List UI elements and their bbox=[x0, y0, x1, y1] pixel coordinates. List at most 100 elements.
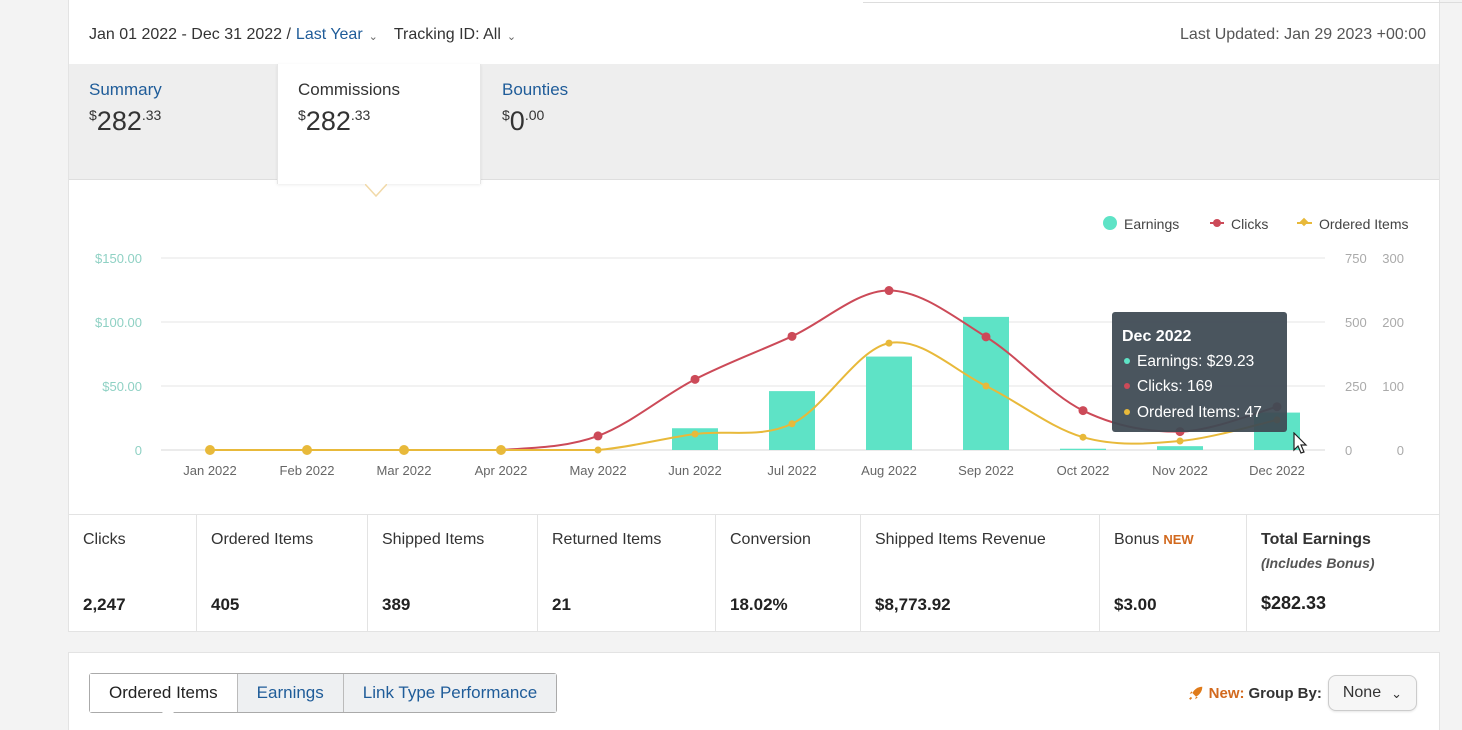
tab-ordered-items[interactable]: Ordered Items bbox=[90, 674, 238, 719]
y-right-clicks-tick-label: 0 bbox=[1345, 443, 1352, 458]
stat-clicks: Clicks 2,247 bbox=[69, 515, 197, 632]
x-tick-label: Sep 2022 bbox=[958, 463, 1014, 478]
stat-value: $282.33 bbox=[1261, 593, 1327, 613]
tooltip-box bbox=[1112, 312, 1287, 432]
stat-returned-items: Returned Items 21 bbox=[538, 515, 716, 632]
tab-commissions[interactable]: Commissions $282.33 bbox=[277, 64, 481, 184]
x-tick-label: Jun 2022 bbox=[668, 463, 722, 478]
stat-label: Shipped Items bbox=[382, 531, 485, 548]
x-tick-label: Mar 2022 bbox=[377, 463, 432, 478]
tab-link-type-performance[interactable]: Link Type Performance bbox=[343, 674, 557, 712]
y-right-items-tick-label: 300 bbox=[1382, 251, 1404, 266]
x-tick-label: Oct 2022 bbox=[1057, 463, 1110, 478]
x-tick-label: Jul 2022 bbox=[767, 463, 816, 478]
rocket-icon bbox=[1188, 686, 1202, 700]
legend-items-label: Ordered Items bbox=[1319, 216, 1408, 232]
ordered-items-point bbox=[691, 430, 699, 438]
legend-items-marker bbox=[1299, 217, 1309, 227]
new-label: New: bbox=[1208, 684, 1245, 702]
chevron-down-icon: ⌄ bbox=[506, 31, 517, 43]
stat-value: 405 bbox=[211, 595, 240, 614]
legend-earnings-label: Earnings bbox=[1124, 216, 1179, 232]
legend-clicks-label: Clicks bbox=[1231, 216, 1268, 232]
tab-commissions-amount: $282.33 bbox=[298, 106, 371, 136]
stat-shipped-items: Shipped Items 389 bbox=[368, 515, 538, 632]
period-dropdown[interactable]: Last Year ⌄ bbox=[296, 26, 378, 44]
tab-commissions-label: Commissions bbox=[298, 80, 401, 99]
stat-value: 21 bbox=[552, 595, 571, 614]
clicks-point bbox=[981, 332, 991, 342]
x-tick-label: Aug 2022 bbox=[861, 463, 917, 478]
group-by-control: New: Group By: None ⌄ bbox=[1187, 675, 1417, 711]
group-by-label: Group By: bbox=[1248, 684, 1322, 702]
group-by-select[interactable]: None ⌄ bbox=[1327, 675, 1417, 711]
earnings-bar bbox=[1060, 448, 1106, 450]
stat-label: Ordered Items bbox=[211, 531, 314, 548]
mouse-cursor-icon bbox=[1293, 432, 1308, 454]
y-left-tick-label: $150.00 bbox=[95, 251, 142, 266]
tab-earnings[interactable]: Earnings bbox=[237, 674, 344, 712]
y-right-items-tick-label: 0 bbox=[1397, 443, 1404, 458]
ordered-items-point bbox=[594, 446, 602, 454]
ordered-items-point bbox=[885, 339, 893, 347]
ordered-items-point bbox=[982, 382, 990, 390]
y-right-clicks-tick-label: 250 bbox=[1345, 379, 1367, 394]
tooltip-earnings-dot bbox=[1124, 358, 1130, 364]
clicks-point bbox=[787, 331, 797, 341]
ordered-items-point bbox=[496, 445, 506, 455]
chart-legend: Earnings Clicks Ordered Items bbox=[1103, 216, 1408, 232]
date-range-text: Jan 01 2022 - Dec 31 2022 / bbox=[89, 26, 291, 43]
y-right-clicks-tick-label: 750 bbox=[1345, 251, 1367, 266]
x-tick-label: Feb 2022 bbox=[280, 463, 335, 478]
y-left-tick-label: $50.00 bbox=[102, 379, 142, 394]
y-left-tick-label: 0 bbox=[135, 443, 142, 458]
y-right-items-tick-label: 100 bbox=[1382, 379, 1404, 394]
clicks-point bbox=[1078, 406, 1088, 416]
stat-bonus: Bonus NEW $3.00 bbox=[1100, 515, 1247, 632]
tooltip-items-dot bbox=[1124, 409, 1130, 415]
stat-value: 18.02% bbox=[730, 595, 788, 614]
stat-shipped-items-revenue: Shipped Items Revenue $8,773.92 bbox=[861, 515, 1100, 632]
stat-label: Returned Items bbox=[552, 531, 662, 548]
active-segment-caret-icon bbox=[162, 712, 174, 719]
tooltip-clicks-dot bbox=[1124, 383, 1130, 389]
group-by-value: None bbox=[1342, 684, 1382, 701]
legend-earnings-marker bbox=[1103, 216, 1117, 230]
ordered-items-point bbox=[1079, 433, 1087, 441]
stat-total-earnings: Total Earnings (Includes Bonus) $282.33 bbox=[1247, 515, 1439, 632]
tooltip-earnings: Earnings: $29.23 bbox=[1137, 353, 1254, 370]
ordered-items-point bbox=[1176, 437, 1184, 445]
stat-label: Total Earnings bbox=[1261, 531, 1371, 548]
chevron-down-icon: ⌄ bbox=[368, 31, 378, 43]
stat-value: 2,247 bbox=[83, 595, 126, 614]
clicks-point bbox=[690, 374, 700, 384]
ordered-items-point bbox=[205, 445, 215, 455]
tab-summary-label: Summary bbox=[89, 80, 162, 99]
legend-clicks-marker bbox=[1213, 219, 1221, 227]
tab-bounties-label: Bounties bbox=[502, 80, 569, 99]
stat-value: $8,773.92 bbox=[875, 595, 951, 614]
ordered-items-point bbox=[302, 445, 312, 455]
tracking-id-dropdown[interactable]: Tracking ID: All ⌄ bbox=[394, 26, 516, 44]
stat-sublabel: (Includes Bonus) bbox=[1261, 555, 1375, 571]
reports-panel: Ordered Items Earnings Link Type Perform… bbox=[68, 652, 1440, 730]
tab-summary[interactable]: Summary $282.33 bbox=[69, 64, 277, 180]
stat-value: $3.00 bbox=[1114, 595, 1157, 614]
active-tab-caret-icon bbox=[365, 184, 387, 198]
stat-value: 389 bbox=[382, 595, 411, 614]
y-left-tick-label: $100.00 bbox=[95, 315, 142, 330]
stats-row: Clicks 2,247 Ordered Items 405 Shipped Items… bbox=[69, 514, 1439, 632]
stat-label: Bonus NEW bbox=[1114, 531, 1194, 548]
stat-label: Clicks bbox=[83, 531, 126, 548]
report-filters: Jan 01 2022 - Dec 31 2022 / Last Year ⌄ T… bbox=[89, 26, 516, 44]
tooltip-ordered-items: Ordered Items: 47 bbox=[1137, 404, 1262, 421]
new-badge: NEW bbox=[1163, 532, 1194, 547]
ordered-items-point bbox=[399, 445, 409, 455]
earnings-bar bbox=[1157, 446, 1203, 450]
tracking-id-label: Tracking ID: All bbox=[393, 26, 501, 43]
last-updated-text: Last Updated: Jan 29 2023 +00:00 bbox=[1180, 26, 1426, 43]
y-right-clicks-tick-label: 500 bbox=[1345, 315, 1367, 330]
tab-bounties[interactable]: Bounties $0.00 bbox=[482, 64, 682, 180]
tab-bounties-amount: $0.00 bbox=[502, 106, 545, 136]
clicks-point bbox=[884, 286, 894, 296]
